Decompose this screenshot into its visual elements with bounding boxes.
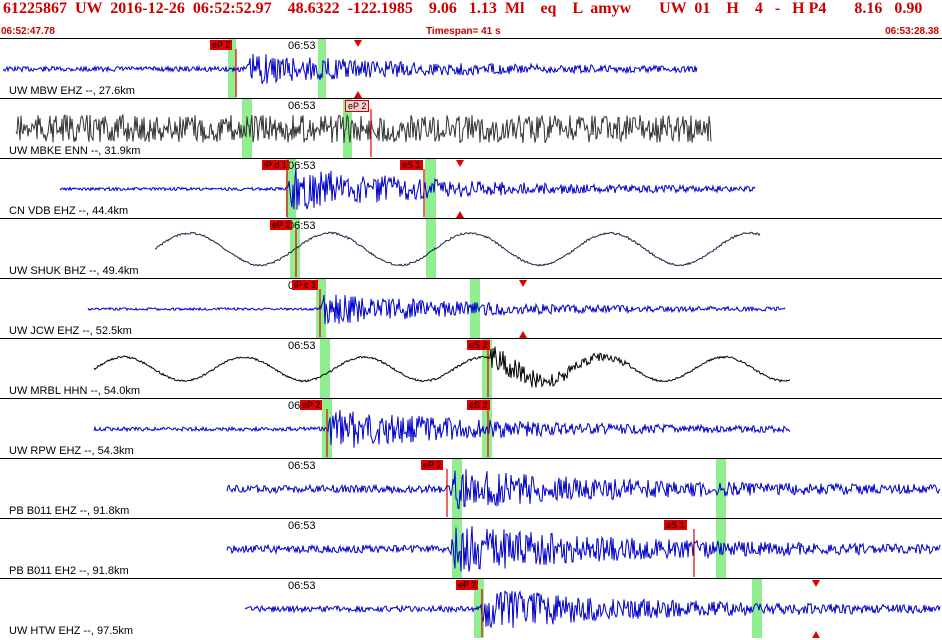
channel-panel[interactable]: 06:53 eP 2 UW MBW EHZ --, 27.6km: [0, 38, 942, 98]
event-header: 61225867 UW 2016-12-26 06:52:52.97 48.63…: [0, 0, 942, 26]
pick-window: [318, 39, 326, 98]
channel-label: UW JCW EHZ --, 52.5km: [9, 325, 132, 337]
waveform-trace: [226, 519, 941, 578]
channel-panel[interactable]: 06:53 eP 2 PB B011 EHZ --, 91.8km: [0, 458, 942, 518]
waveform-trace: [59, 159, 756, 218]
phase-pick-flag[interactable]: iP c 1: [292, 280, 319, 290]
channel-label: UW MBKE ENN --, 31.9km: [9, 145, 141, 157]
amplitude-marker-down: [456, 160, 464, 167]
phase-pick-flag[interactable]: eS 2: [467, 400, 490, 410]
pick-window: [752, 579, 762, 638]
waveform-trace: [2, 39, 698, 98]
waveform-trace: [154, 219, 761, 278]
pick-window: [286, 159, 296, 218]
channel-panel[interactable]: 06:53 iP d 1 eS 1 CN VDB EHZ --, 44.4km: [0, 158, 942, 218]
channel-panel[interactable]: 06:53 eP 2 UW SHUK BHZ --, 49.4km: [0, 218, 942, 278]
phase-pick-flag[interactable]: eS 2: [467, 340, 490, 350]
time-tick-label: 06:53: [288, 580, 316, 592]
pick-window: [482, 339, 492, 398]
waveform-trace: [93, 339, 791, 398]
channel-label: PB B011 EH2 --, 91.8km: [9, 565, 129, 577]
phase-pick-flag[interactable]: iP d 1: [262, 160, 289, 170]
channel-panel[interactable]: 06:53 eP 2 UW MBKE ENN --, 31.9km: [0, 98, 942, 158]
channel-panel[interactable]: 06:53 eS 2 UW MRBL HHN --, 54.0km: [0, 338, 942, 398]
phase-pick-flag[interactable]: eP 2: [210, 40, 233, 50]
waveform-trace: [93, 399, 791, 458]
time-tick-label: 06:53: [288, 100, 316, 112]
pick-window: [474, 579, 484, 638]
amplitude-marker-down: [812, 580, 820, 587]
event-summary: 61225867 UW 2016-12-26 06:52:52.97 48.63…: [3, 0, 923, 17]
waveform-trace: [87, 279, 786, 338]
phase-pick-flag[interactable]: eP 2: [456, 580, 479, 590]
channel-label: UW MRBL HHN --, 54.0km: [9, 385, 140, 397]
amplitude-marker-up: [456, 211, 464, 218]
channel-panel[interactable]: 06:53 eP 2 UW HTW EHZ --, 97.5km: [0, 578, 942, 638]
time-tick-label: 06:53: [288, 160, 316, 172]
channel-label: PB B011 EHZ --, 91.8km: [9, 505, 130, 517]
channel-panel[interactable]: 06:53 eS 1 PB B011 EH2 --, 91.8km: [0, 518, 942, 578]
pick-window: [452, 459, 462, 518]
amplitude-marker-up: [354, 91, 362, 98]
pick-window: [343, 99, 352, 158]
channel-label: UW HTW EHZ --, 97.5km: [9, 625, 134, 637]
pick-window: [242, 99, 252, 158]
amplitude-marker-up: [519, 331, 527, 338]
time-tick-label: 06:53: [288, 340, 316, 352]
phase-pick-flag[interactable]: eS 1: [664, 520, 687, 530]
phase-pick-flag[interactable]: eP 2: [345, 100, 370, 112]
waveform-trace: [226, 459, 941, 518]
pick-window: [426, 219, 436, 278]
start-time: 06:52:47.78: [1, 26, 55, 37]
channel-label: UW MBW EHZ --, 27.6km: [9, 85, 135, 97]
pick-window: [320, 339, 330, 398]
time-tick-label: 06:53: [288, 40, 316, 52]
time-tick-label: 06:53: [288, 520, 316, 532]
waveform-trace: [15, 99, 712, 158]
waveform-trace: [244, 579, 941, 638]
amplitude-marker-down: [354, 40, 362, 47]
time-tick-label: 06:53: [288, 220, 316, 232]
phase-pick-flag[interactable]: eP 2: [421, 460, 444, 470]
phase-pick-flag[interactable]: eS 1: [400, 160, 423, 170]
pick-window: [470, 279, 480, 338]
phase-pick-flag[interactable]: eP 2: [270, 220, 293, 230]
amplitude-marker-down: [519, 280, 527, 287]
channel-label: UW SHUK BHZ --, 49.4km: [9, 265, 139, 277]
channel-label: CN VDB EHZ --, 44.4km: [9, 205, 129, 217]
timespan: Timespan= 41 s: [426, 26, 501, 37]
phase-pick-flag[interactable]: eP 2: [300, 400, 323, 410]
end-time: 06:53:28.38: [885, 26, 939, 37]
time-tick-label: 06:53: [288, 460, 316, 472]
channel-label: UW RPW EHZ --, 54.3km: [9, 445, 134, 457]
amplitude-marker-up: [812, 631, 820, 638]
